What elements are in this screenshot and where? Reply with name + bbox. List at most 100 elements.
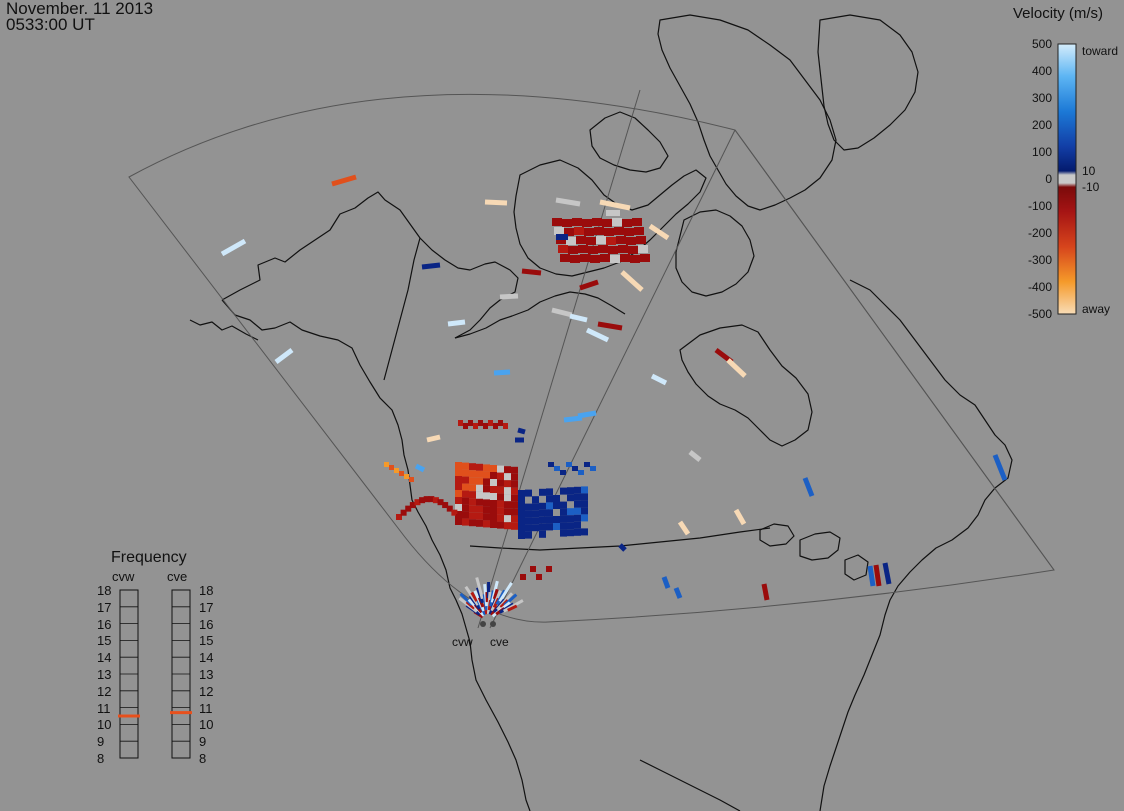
velocity-cell (476, 498, 483, 506)
velocity-cell (502, 599, 524, 613)
radar-label-cvw: cvw (452, 635, 473, 649)
frequency-scale-label: 12 (199, 683, 214, 699)
velocity-cell (483, 464, 490, 472)
velocity-cell (546, 502, 553, 510)
velocity-cell (581, 514, 588, 522)
velocity-cell (630, 255, 640, 263)
velocity-cell (578, 245, 588, 253)
colorbar-title: Velocity (m/s) (1013, 5, 1104, 22)
velocity-cell (504, 473, 511, 481)
velocity-cell (566, 237, 576, 245)
velocity-cell (468, 420, 473, 426)
velocity-cell (469, 470, 476, 478)
velocity-cell (560, 501, 567, 509)
velocity-cell (520, 574, 526, 580)
velocity-cell (532, 510, 539, 518)
velocity-cell (604, 228, 614, 236)
velocity-cell (504, 480, 511, 488)
velocity-cell (521, 268, 542, 276)
frequency-scale-label: 15 (199, 633, 214, 649)
velocity-cell (584, 228, 594, 236)
velocity-cell (548, 462, 554, 467)
velocity-cell (462, 483, 469, 491)
velocity-cell (551, 307, 573, 318)
velocity-cell (469, 519, 476, 527)
velocity-cell (469, 505, 476, 513)
velocity-cell (566, 462, 572, 467)
velocity-cell (626, 237, 636, 245)
velocity-cell (484, 199, 508, 206)
velocity-cell (590, 255, 600, 263)
velocity-scatter (220, 174, 1008, 619)
velocity-cell (463, 423, 468, 429)
velocity-cell (432, 497, 439, 504)
velocity-cell (492, 588, 499, 600)
velocity-cell (458, 420, 463, 426)
velocity-cell (497, 479, 504, 487)
velocity-cell (634, 227, 644, 235)
velocity-cell (504, 501, 511, 509)
colorbar-neg-10-label: -10 (1082, 180, 1100, 194)
velocity-cell (455, 497, 462, 504)
velocity-cell (476, 484, 483, 492)
velocity-cell (476, 505, 483, 513)
velocity-cell (483, 513, 490, 521)
velocity-cell (554, 466, 560, 471)
velocity-cell (462, 490, 469, 498)
frequency-scale-label: 8 (199, 751, 207, 766)
velocity-cell (532, 524, 539, 532)
velocity-cell (490, 465, 497, 472)
velocity-cell (556, 234, 568, 240)
velocity-cell (476, 470, 483, 478)
frequency-scale-label: 14 (199, 650, 214, 666)
velocity-cell (560, 508, 567, 516)
velocity-cell (688, 450, 702, 462)
velocity-cell (490, 486, 497, 493)
velocity-cell (673, 587, 683, 599)
velocity-cell (624, 228, 634, 236)
colorbar-tick-label: 200 (1031, 118, 1052, 132)
frequency-scale-label: 18 (97, 583, 112, 598)
velocity-cell (546, 523, 553, 531)
velocity-cell (511, 487, 518, 495)
frequency-cve-label: cve (167, 569, 188, 584)
frequency-cvw-label: cvw (112, 569, 135, 584)
velocity-cell (483, 423, 488, 429)
velocity-cell (586, 237, 596, 245)
velocity-cell (384, 462, 389, 467)
colorbar-tick-label: 500 (1031, 37, 1052, 51)
velocity-cell (518, 518, 525, 525)
frequency-scale-label: 15 (97, 633, 112, 649)
velocity-cell (628, 246, 638, 254)
velocity-cell (504, 522, 511, 530)
velocity-cell (462, 511, 469, 519)
velocity-cell (873, 564, 882, 587)
velocity-cell (539, 502, 546, 510)
velocity-cell (507, 604, 518, 612)
colorbar-tick-label: -500 (1027, 307, 1052, 321)
date-label: November. 11 2013 (6, 0, 154, 18)
velocity-cell (517, 427, 526, 435)
colorbar-tick-label: -200 (1027, 226, 1052, 240)
velocity-cell (503, 423, 508, 429)
radar-site-cve (490, 621, 496, 627)
velocity-cell (490, 479, 497, 486)
velocity-cell (606, 237, 616, 245)
velocity-cell (560, 470, 566, 475)
velocity-cell (476, 512, 483, 520)
velocity-cell (497, 514, 504, 522)
velocity-cell (331, 174, 357, 187)
velocity-cell (567, 487, 574, 495)
velocity-cell (455, 504, 462, 511)
velocity-cell (648, 223, 670, 241)
velocity-cell (455, 469, 462, 476)
velocity-cell (650, 373, 668, 386)
velocity-cell (498, 420, 503, 426)
velocity-cell (220, 238, 247, 257)
velocity-cell (536, 574, 542, 580)
frequency-scale-label: 17 (97, 599, 112, 615)
velocity-cell (469, 498, 476, 506)
frequency-scale-label: 13 (97, 667, 112, 682)
colorbar-toward-label: toward (1082, 44, 1119, 58)
velocity-cell (581, 493, 588, 501)
